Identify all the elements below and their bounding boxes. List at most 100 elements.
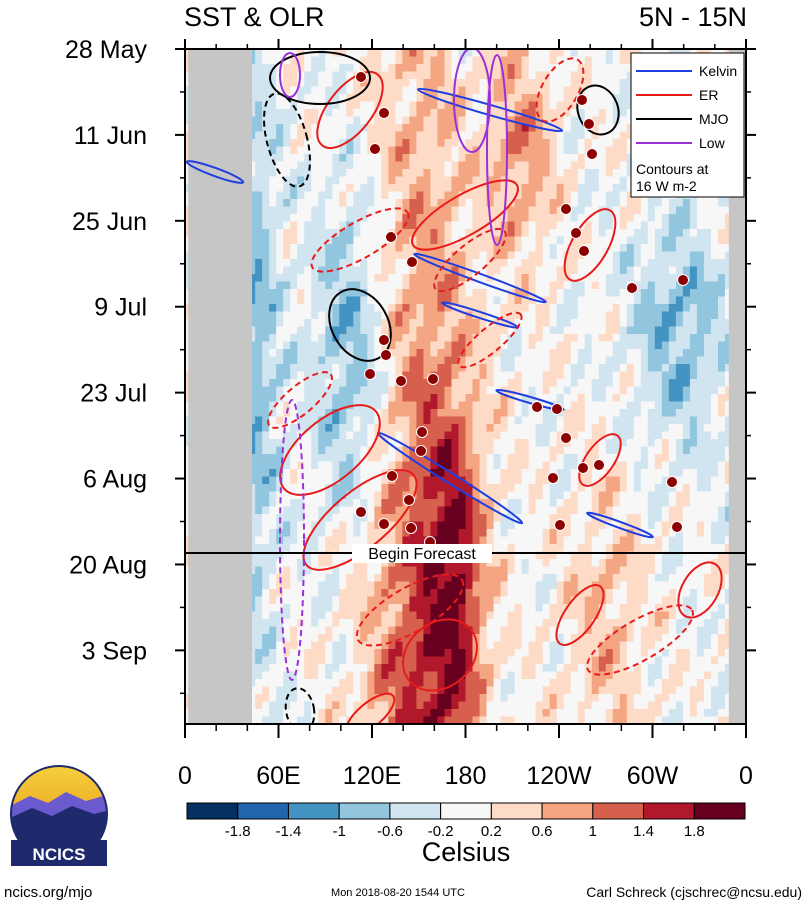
- heatmap-cell: [703, 356, 712, 365]
- heatmap-cell: [360, 281, 368, 290]
- heatmap-cell: [500, 139, 509, 148]
- heatmap-cell: [423, 101, 432, 110]
- heatmap-cell: [367, 124, 375, 133]
- heatmap-cell: [710, 319, 719, 328]
- heatmap-cell: [465, 379, 474, 388]
- heatmap-cell: [591, 484, 600, 493]
- heatmap-cell: [647, 409, 656, 418]
- heatmap-cell: [472, 364, 481, 373]
- heatmap-cell: [654, 446, 663, 455]
- heatmap-cell: [283, 229, 291, 238]
- heatmap-cell: [570, 289, 579, 298]
- heatmap-cell: [500, 191, 509, 200]
- heatmap-cell: [493, 379, 502, 388]
- heatmap-cell: [710, 326, 719, 335]
- heatmap-cell: [318, 176, 326, 185]
- heatmap-cell: [395, 274, 403, 283]
- heatmap-cell: [367, 349, 375, 358]
- heatmap-cell: [381, 244, 389, 253]
- heatmap-cell: [367, 461, 375, 470]
- heatmap-cell: [423, 146, 432, 155]
- heatmap-cell: [290, 116, 298, 125]
- heatmap-cell: [290, 64, 298, 73]
- heatmap-cell: [563, 416, 572, 425]
- heatmap-cell: [353, 49, 361, 58]
- heatmap-cell: [402, 356, 410, 365]
- heatmap-cell: [654, 409, 663, 418]
- heatmap-cell: [563, 326, 572, 335]
- heatmap-cell: [563, 469, 572, 478]
- heatmap-cell: [668, 409, 677, 418]
- heatmap-cell: [598, 446, 607, 455]
- heatmap-cell: [262, 394, 270, 403]
- heatmap-cell: [402, 311, 410, 320]
- heatmap-cell: [493, 334, 502, 343]
- heatmap-cell: [374, 334, 382, 343]
- heatmap-cell: [619, 266, 628, 275]
- heatmap-cell: [633, 506, 642, 515]
- heatmap-cell: [458, 206, 467, 215]
- heatmap-cell: [388, 341, 396, 350]
- heatmap-cell: [367, 184, 375, 193]
- heatmap-cell: [703, 334, 712, 343]
- heatmap-cell: [724, 251, 733, 260]
- heatmap-cell: [689, 401, 698, 410]
- heatmap-cell: [612, 191, 621, 200]
- heatmap-cell: [668, 281, 677, 290]
- heatmap-cell: [451, 281, 460, 290]
- heatmap-cell: [430, 431, 439, 440]
- heatmap-cell: [619, 289, 628, 298]
- heatmap-cell: [311, 154, 319, 163]
- heatmap-cell: [367, 484, 375, 493]
- heatmap-cell: [493, 251, 502, 260]
- heatmap-cell: [332, 469, 340, 478]
- heatmap-cell: [395, 341, 403, 350]
- heatmap-cell: [507, 266, 516, 275]
- heatmap-cell: [269, 409, 277, 418]
- heatmap-cell: [591, 214, 600, 223]
- heatmap-cell: [591, 274, 600, 283]
- heatmap-cell: [584, 379, 593, 388]
- heatmap-cell: [549, 304, 558, 313]
- heatmap-cell: [269, 124, 277, 133]
- heatmap-cell: [514, 259, 523, 268]
- heatmap-cell: [451, 506, 460, 515]
- heatmap-cell: [633, 364, 642, 373]
- heatmap-cell: [458, 199, 467, 208]
- heatmap-cell: [283, 191, 291, 200]
- heatmap-cell: [654, 364, 663, 373]
- heatmap-cell: [402, 349, 410, 358]
- heatmap-cell: [514, 191, 523, 200]
- heatmap-cell: [549, 439, 558, 448]
- heatmap-cell: [353, 476, 361, 485]
- heatmap-cell: [346, 394, 354, 403]
- heatmap-cell: [262, 506, 270, 515]
- heatmap-cell: [451, 124, 460, 133]
- heatmap-cell: [367, 176, 375, 185]
- heatmap-cell: [360, 139, 368, 148]
- heatmap-cell: [318, 319, 326, 328]
- heatmap-cell: [388, 161, 396, 170]
- heatmap-cell: [619, 371, 628, 380]
- heatmap-cell: [353, 469, 361, 478]
- heatmap-cell: [528, 221, 537, 230]
- heatmap-cell: [570, 356, 579, 365]
- heatmap-cell: [437, 319, 446, 328]
- heatmap-cell: [633, 311, 642, 320]
- heatmap-cell: [332, 206, 340, 215]
- heatmap-cell: [507, 169, 516, 178]
- heatmap-cell: [535, 131, 544, 140]
- heatmap-cell: [367, 289, 375, 298]
- heatmap-cell: [297, 296, 305, 305]
- heatmap-cell: [598, 274, 607, 283]
- heatmap-cell: [402, 94, 410, 103]
- heatmap-cell: [563, 356, 572, 365]
- heatmap-cell: [430, 236, 439, 245]
- heatmap-cell: [367, 161, 375, 170]
- heatmap-cell: [423, 431, 432, 440]
- heatmap-cell: [556, 506, 565, 515]
- heatmap-cell: [444, 476, 453, 485]
- heatmap-cell: [388, 86, 396, 95]
- heatmap-cell: [423, 139, 432, 148]
- heatmap-cell: [430, 491, 439, 500]
